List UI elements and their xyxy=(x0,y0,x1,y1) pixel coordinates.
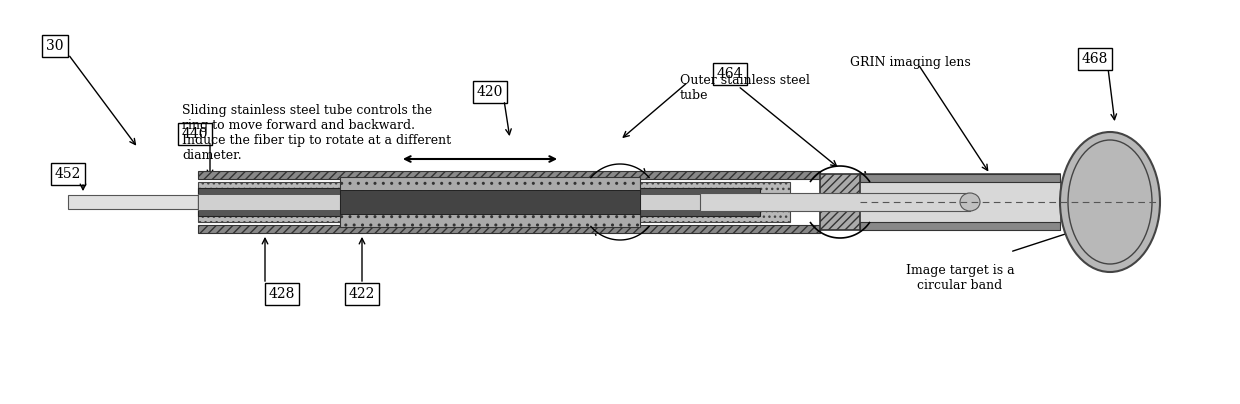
Text: 440: 440 xyxy=(182,127,208,141)
Text: 464: 464 xyxy=(717,67,743,81)
Text: 420: 420 xyxy=(477,85,503,99)
Ellipse shape xyxy=(1060,132,1159,272)
Bar xyxy=(861,182,1060,222)
Text: GRIN imaging lens: GRIN imaging lens xyxy=(849,56,971,69)
Bar xyxy=(198,182,790,222)
Text: 422: 422 xyxy=(348,287,376,301)
Bar xyxy=(340,190,640,214)
Text: Image target is a
circular band: Image target is a circular band xyxy=(905,264,1014,292)
Bar xyxy=(198,188,760,216)
Bar xyxy=(198,171,820,179)
Text: 30: 30 xyxy=(46,39,63,53)
Text: 452: 452 xyxy=(55,167,81,181)
Bar xyxy=(861,222,1060,230)
Text: 468: 468 xyxy=(1081,52,1109,66)
Bar xyxy=(68,195,198,209)
Bar xyxy=(198,194,730,210)
Text: 428: 428 xyxy=(269,287,295,301)
Bar xyxy=(861,174,1060,230)
Bar xyxy=(340,177,640,227)
Text: Outer stainless steel
tube: Outer stainless steel tube xyxy=(680,74,810,102)
Bar xyxy=(701,193,970,211)
Bar xyxy=(198,225,820,233)
Bar xyxy=(820,174,861,230)
Bar xyxy=(861,174,1060,182)
Text: Sliding stainless steel tube controls the
ring to move forward and backward.
Ind: Sliding stainless steel tube controls th… xyxy=(182,104,451,162)
Bar xyxy=(198,179,820,225)
Ellipse shape xyxy=(960,193,980,211)
